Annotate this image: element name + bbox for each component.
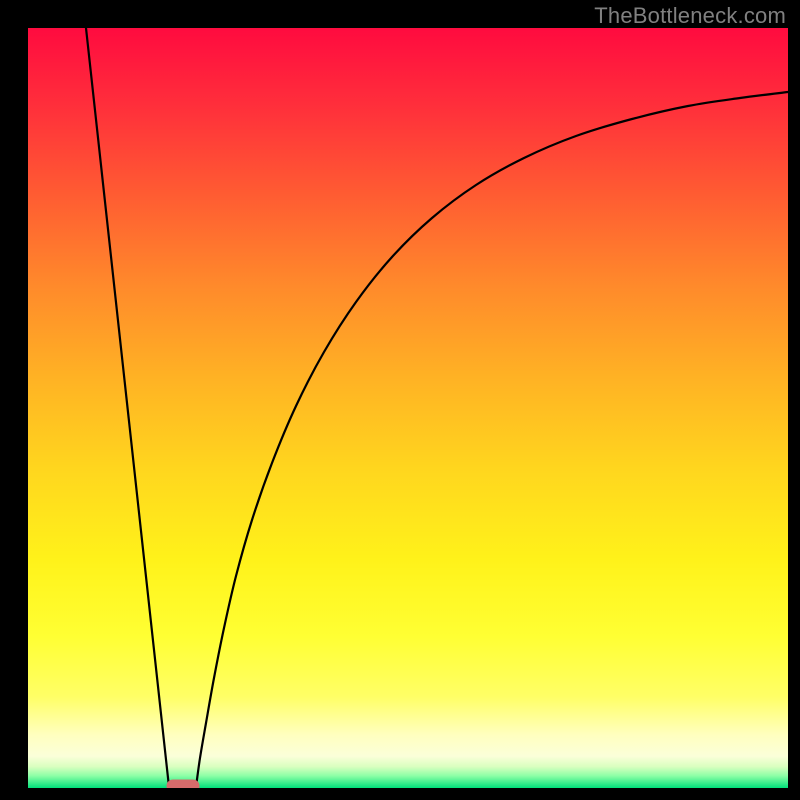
chart-frame [0, 0, 800, 800]
watermark-text: TheBottleneck.com [594, 3, 786, 29]
plot-area [28, 28, 788, 788]
bottleneck-curve [28, 28, 788, 788]
optimal-marker [167, 780, 200, 789]
curve-path [86, 28, 788, 787]
